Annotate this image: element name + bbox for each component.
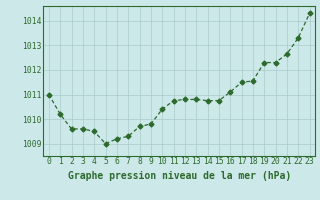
X-axis label: Graphe pression niveau de la mer (hPa): Graphe pression niveau de la mer (hPa) [68, 171, 291, 181]
